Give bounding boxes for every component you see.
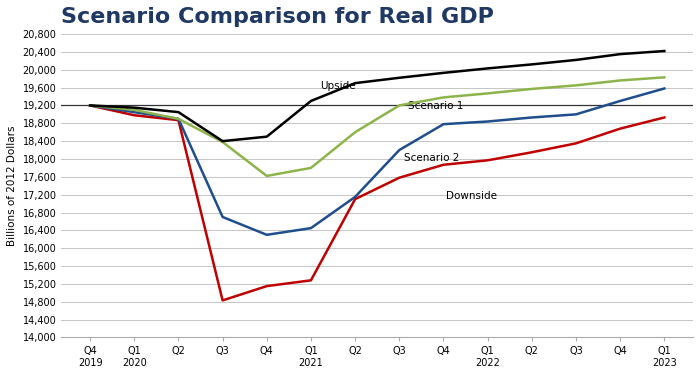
Text: Scenario Comparison for Real GDP: Scenario Comparison for Real GDP [62,7,494,27]
Y-axis label: Billions of 2012 Dollars: Billions of 2012 Dollars [7,126,17,246]
Text: Scenario 1: Scenario 1 [408,101,463,111]
Text: Downside: Downside [446,191,497,201]
Text: Upside: Upside [320,81,356,91]
Text: Scenario 2: Scenario 2 [404,153,459,164]
